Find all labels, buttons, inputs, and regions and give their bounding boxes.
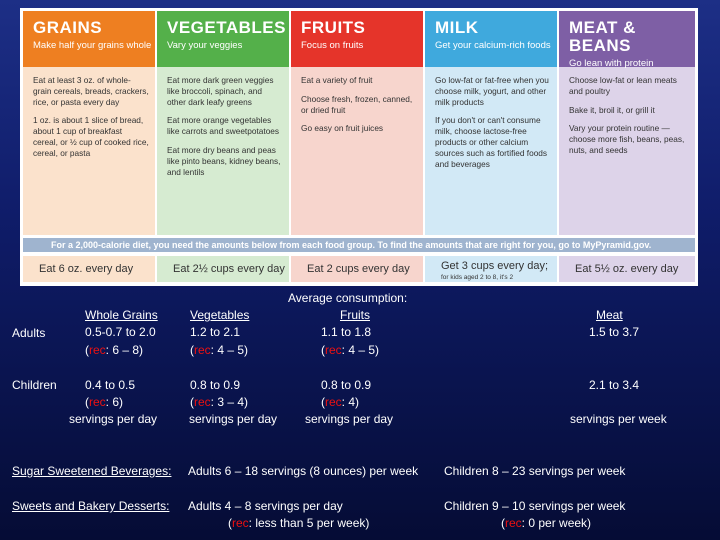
vegetables-subtitle: Vary your veggies bbox=[167, 40, 243, 51]
children-vegetables-unit: servings per day bbox=[189, 412, 278, 426]
fruits-tips: Eat a variety of fruit Choose fresh, froz… bbox=[291, 67, 423, 235]
header-meat: Meat bbox=[590, 307, 663, 324]
adults-vegetables: 1.2 to 2.1 bbox=[190, 325, 241, 339]
grains-tip: Eat at least 3 oz. of whole-grain cereal… bbox=[33, 75, 149, 107]
adults-whole-grains-rec: (rec: 6 – 8) bbox=[85, 343, 144, 357]
sweets-adults-rec: (rec: less than 5 per week) bbox=[228, 516, 370, 530]
children-whole-grains-rec: (rec: 6) bbox=[85, 395, 124, 409]
children-meat-unit: servings per week bbox=[570, 412, 667, 426]
sugar-children: Children 8 – 23 servings per week bbox=[444, 464, 626, 478]
children-fruits-rec: (rec: 4) bbox=[321, 395, 360, 409]
meat-daily-amount: Eat 5½ oz. every day bbox=[559, 256, 695, 282]
grains-daily-text: Eat 6 oz. every day bbox=[39, 263, 134, 275]
milk-daily-text: Get 3 cups every day; bbox=[441, 260, 548, 272]
vegetables-tips: Eat more dark green veggies like broccol… bbox=[157, 67, 289, 235]
milk-daily-note: for kids aged 2 to 8, it's 2 bbox=[441, 274, 514, 281]
vegetables-daily-text: Eat 2½ cups every day bbox=[173, 263, 285, 275]
header-fruits: Fruits bbox=[340, 308, 370, 322]
milk-title: MILK bbox=[435, 18, 479, 37]
sweets-children: Children 9 – 10 servings per week bbox=[444, 499, 626, 513]
food-group-grains: GRAINS Make half your grains whole Eat at … bbox=[23, 11, 155, 235]
calorie-band: For a 2,000-calorie diet, you need the a… bbox=[23, 238, 695, 252]
meat-tips: Choose low-fat or lean meats and poultry… bbox=[559, 67, 695, 235]
grains-daily-amount: Eat 6 oz. every day bbox=[23, 256, 155, 282]
milk-tips: Go low-fat or fat-free when you choose m… bbox=[425, 67, 557, 235]
fruits-subtitle: Focus on fruits bbox=[301, 40, 364, 51]
milk-daily-amount: Get 3 cups every day; for kids aged 2 to … bbox=[425, 256, 557, 282]
mypyramid-poster: GRAINS Make half your grains whole Eat at … bbox=[20, 8, 698, 286]
meat-tip: Choose low-fat or lean meats and poultry bbox=[569, 75, 677, 96]
grains-subtitle: Make half your grains whole bbox=[33, 40, 152, 51]
meat-daily-text: Eat 5½ oz. every day bbox=[575, 263, 679, 275]
children-whole-grains: 0.4 to 0.5 bbox=[85, 378, 136, 392]
meat-tip: Bake it, broil it, or grill it bbox=[569, 104, 655, 115]
header-vegetables: Vegetables bbox=[190, 308, 250, 322]
milk-tip: If you don't or can't consume milk, choo… bbox=[435, 115, 548, 169]
adults-fruits-rec: (rec: 4 – 5) bbox=[321, 343, 380, 357]
children-label: Children bbox=[12, 378, 57, 392]
grains-title: GRAINS bbox=[33, 18, 103, 37]
meat-tip: Vary your protein routine — choose more … bbox=[569, 123, 685, 155]
vegetables-tip: Eat more dark green veggies like broccol… bbox=[167, 75, 274, 107]
meat-title: MEAT & BEANS bbox=[569, 18, 636, 55]
vegetables-daily-amount: Eat 2½ cups every day bbox=[157, 256, 289, 282]
sugar-adults: Adults 6 – 18 servings (8 ounces) per we… bbox=[188, 464, 419, 478]
vegetables-header: VEGETABLES Vary your veggies bbox=[157, 11, 289, 67]
header-meat-label: Meat bbox=[596, 308, 623, 322]
adults-label: Adults bbox=[12, 326, 46, 340]
children-meat: 2.1 to 3.4 bbox=[589, 378, 640, 392]
header-whole-grains: Whole Grains bbox=[85, 308, 158, 322]
adults-fruits: 1.1 to 1.8 bbox=[321, 325, 372, 339]
food-group-fruits: FRUITS Focus on fruits Eat a variety of fr… bbox=[291, 11, 423, 235]
children-whole-grains-unit: servings per day bbox=[69, 412, 158, 426]
sugar-label: Sugar Sweetened Beverages: bbox=[12, 464, 172, 478]
milk-subtitle: Get your calcium-rich foods bbox=[435, 40, 551, 51]
meat-subtitle: Go lean with protein bbox=[569, 58, 654, 69]
sweets-children-rec: (rec: 0 per week) bbox=[501, 516, 592, 530]
fruits-tip: Go easy on fruit juices bbox=[301, 123, 384, 134]
sweets-adults: Adults 4 – 8 servings per day bbox=[188, 499, 343, 513]
adults-meat: 1.5 to 3.7 bbox=[589, 325, 640, 339]
fruits-daily-amount: Eat 2 cups every day bbox=[291, 256, 423, 282]
food-group-meat: MEAT & BEANS Go lean with protein Choose l… bbox=[559, 11, 695, 235]
milk-header: MILK Get your calcium-rich foods bbox=[425, 11, 557, 67]
grains-tips: Eat at least 3 oz. of whole-grain cereal… bbox=[23, 67, 155, 235]
food-group-vegetables: VEGETABLES Vary your veggies Eat more dark… bbox=[157, 11, 289, 235]
children-vegetables-rec: (rec: 3 – 4) bbox=[190, 395, 249, 409]
vegetables-title: VEGETABLES bbox=[167, 18, 286, 37]
sweets-label: Sweets and Bakery Desserts: bbox=[12, 499, 170, 513]
fruits-tip: Eat a variety of fruit bbox=[301, 75, 373, 85]
children-fruits-unit: servings per day bbox=[305, 412, 394, 426]
children-fruits: 0.8 to 0.9 bbox=[321, 378, 372, 392]
food-group-milk: MILK Get your calcium-rich foods Go low-fa… bbox=[425, 11, 557, 235]
fruits-header: FRUITS Focus on fruits bbox=[291, 11, 423, 67]
fruits-tip: Choose fresh, frozen, canned, or dried f… bbox=[301, 93, 413, 115]
vegetables-tip: Eat more dry beans and peas like pinto b… bbox=[167, 144, 281, 177]
adults-whole-grains: 0.5-0.7 to 2.0 bbox=[85, 325, 156, 339]
adults-vegetables-rec: (rec: 4 – 5) bbox=[190, 343, 249, 357]
grains-header: GRAINS Make half your grains whole bbox=[23, 11, 155, 67]
meat-header: MEAT & BEANS Go lean with protein bbox=[559, 11, 695, 69]
fruits-title: FRUITS bbox=[301, 18, 366, 37]
fruits-daily-text: Eat 2 cups every day bbox=[307, 263, 410, 275]
milk-tip: Go low-fat or fat-free when you choose m… bbox=[435, 75, 549, 107]
grains-tip: 1 oz. is about 1 slice of bread, about 1… bbox=[33, 115, 149, 158]
vegetables-tip: Eat more orange vegetables like carrots … bbox=[167, 115, 280, 137]
children-vegetables: 0.8 to 0.9 bbox=[190, 378, 241, 392]
consumption-title: Average consumption: bbox=[288, 291, 408, 305]
